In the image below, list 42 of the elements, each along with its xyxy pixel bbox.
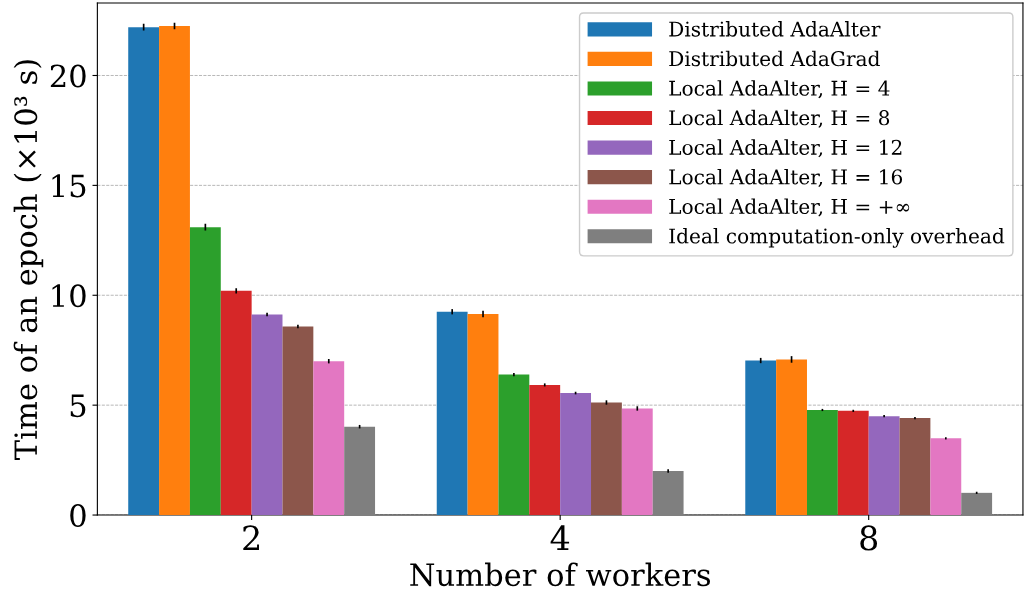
bar bbox=[591, 402, 622, 516]
y-tick-label: 15 bbox=[52, 174, 86, 198]
y-tick-label: 0 bbox=[70, 503, 86, 528]
bar bbox=[128, 27, 160, 516]
bar bbox=[806, 409, 838, 516]
x-axis-title: Number of workers bbox=[410, 562, 710, 587]
bar bbox=[961, 492, 993, 516]
bar bbox=[899, 418, 931, 516]
x-tick-label: 4 bbox=[550, 525, 570, 551]
legend-label: Local AdaAlter, H = 12 bbox=[669, 139, 902, 158]
y-axis-title: Time of an epoch (×10³ s) bbox=[13, 60, 44, 460]
bar bbox=[282, 326, 314, 516]
y-tick-label: 20 bbox=[50, 64, 86, 88]
bar bbox=[251, 314, 283, 516]
bar bbox=[837, 410, 869, 516]
legend-label: Distributed AdaGrad bbox=[669, 50, 880, 67]
bar bbox=[529, 384, 561, 516]
bar bbox=[189, 227, 221, 516]
bar bbox=[467, 313, 499, 516]
bar bbox=[560, 393, 592, 516]
legend-label: Ideal computation-only overhead bbox=[669, 228, 1005, 248]
legend-label: Distributed AdaAlter bbox=[669, 21, 881, 37]
bar bbox=[436, 311, 468, 516]
legend-label: Local AdaAlter, H = 16 bbox=[669, 168, 903, 187]
bar bbox=[220, 290, 252, 516]
bar bbox=[621, 408, 653, 516]
legend-label: Local AdaAlter, H = 4 bbox=[669, 80, 890, 99]
bar bbox=[652, 471, 684, 516]
bar bbox=[930, 438, 962, 516]
y-tick-label: 5 bbox=[70, 394, 86, 418]
x-tick-label: 8 bbox=[860, 525, 878, 551]
bar bbox=[159, 26, 190, 516]
bar bbox=[745, 360, 777, 516]
x-tick-label: 2 bbox=[243, 525, 259, 551]
bar bbox=[868, 416, 900, 516]
bar bbox=[313, 361, 345, 516]
bar bbox=[776, 359, 807, 516]
legend-label: Local AdaAlter, H = +∞ bbox=[669, 198, 910, 217]
bar bbox=[498, 374, 530, 516]
y-tick-label: 10 bbox=[52, 284, 86, 308]
legend-label: Local AdaAlter, H = 8 bbox=[669, 109, 890, 128]
bar bbox=[344, 426, 376, 516]
